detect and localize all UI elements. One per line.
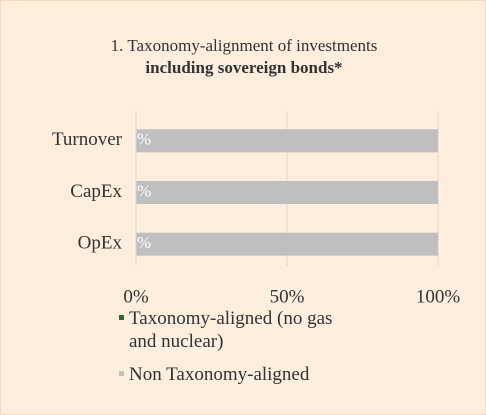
bar-segment xyxy=(136,181,438,204)
y-tick-label: CapEx xyxy=(70,181,122,202)
x-tick-label: 0% xyxy=(123,286,149,307)
legend-label: Taxonomy-aligned (no gas and nuclear) xyxy=(129,308,333,352)
chart-title: 1. Taxonomy-alignment of investments xyxy=(111,36,378,55)
y-tick-label: OpEx xyxy=(78,233,123,254)
y-tick-label: Turnover xyxy=(52,129,123,150)
chart-subtitle: including sovereign bonds* xyxy=(145,58,342,77)
x-tick-label: 50% xyxy=(270,286,305,307)
data-label: % xyxy=(137,181,151,200)
legend-item: Non Taxonomy-aligned xyxy=(119,363,359,386)
data-label: % xyxy=(137,130,151,149)
legend-item: Taxonomy-aligned (no gas and nuclear) xyxy=(119,307,359,353)
legend-swatch xyxy=(119,371,124,376)
legend-label: Non Taxonomy-aligned xyxy=(129,364,310,385)
x-tick-label: 100% xyxy=(416,286,461,307)
legend-swatch xyxy=(119,315,124,320)
bar-segment xyxy=(136,232,438,256)
data-label: % xyxy=(137,233,151,252)
bar-segment xyxy=(136,129,438,153)
